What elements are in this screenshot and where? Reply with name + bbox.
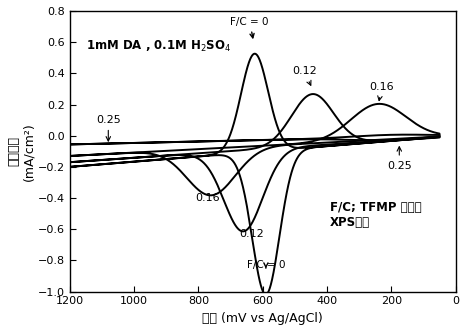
Text: 0.12: 0.12 <box>239 229 264 239</box>
Text: 0.16: 0.16 <box>369 82 394 101</box>
Y-axis label: 电流密度
(mA/cm²): 电流密度 (mA/cm²) <box>7 122 35 181</box>
Text: F/C; TFMP 覆盖率
XPS评估: F/C; TFMP 覆盖率 XPS评估 <box>330 201 422 229</box>
Text: 1mM DA , 0.1M H$_2$SO$_4$: 1mM DA , 0.1M H$_2$SO$_4$ <box>86 39 231 54</box>
Text: F/C = 0: F/C = 0 <box>231 17 269 38</box>
Text: F/C = 0: F/C = 0 <box>247 260 285 271</box>
Text: 0.12: 0.12 <box>292 66 317 85</box>
Text: 0.25: 0.25 <box>387 147 411 171</box>
Text: 0.25: 0.25 <box>96 115 121 141</box>
Text: 0.16: 0.16 <box>196 194 220 204</box>
X-axis label: 电势 (mV vs Ag/AgCl): 电势 (mV vs Ag/AgCl) <box>202 312 323 325</box>
